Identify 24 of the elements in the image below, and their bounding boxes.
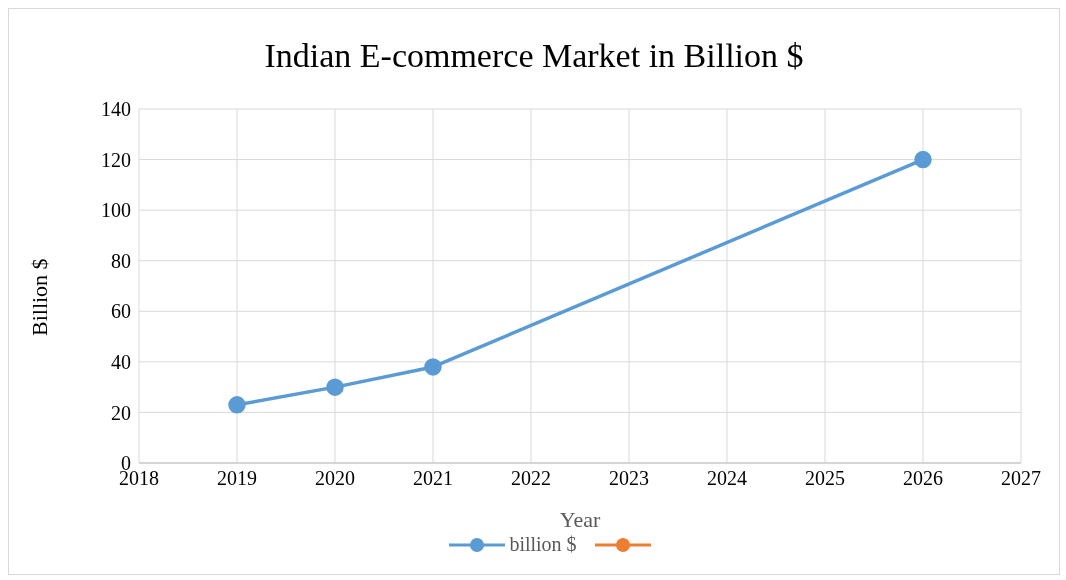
x-tick-label: 2026 [903, 467, 943, 490]
y-axis-title: Billion $ [26, 258, 52, 336]
y-tick-label: 60 [111, 300, 131, 323]
x-tick-label: 2021 [413, 467, 453, 490]
x-tick-label: 2022 [511, 467, 551, 490]
y-tick-label: 20 [111, 401, 131, 424]
chart-title: Indian E-commerce Market in Billion $ [263, 37, 805, 75]
point [424, 358, 442, 376]
y-tick-label: 120 [101, 148, 131, 171]
x-tick-label: 2024 [707, 467, 747, 490]
point [326, 378, 344, 396]
y-tick-label: 80 [111, 249, 131, 272]
x-tick-label: 2025 [805, 467, 845, 490]
x-tick-label: 2027 [1001, 467, 1041, 490]
y-tick-label: 140 [101, 98, 131, 121]
legend-label: billion $ [509, 533, 577, 556]
x-axis-title: Year [559, 506, 601, 532]
point [914, 150, 932, 169]
x-tick-label: 2020 [315, 467, 355, 490]
y-tick-label: 100 [101, 199, 131, 222]
point [228, 396, 246, 414]
x-tick-label: 2019 [217, 467, 257, 490]
y-tick-label: 40 [111, 350, 131, 373]
x-tick-label: 2023 [609, 467, 649, 490]
